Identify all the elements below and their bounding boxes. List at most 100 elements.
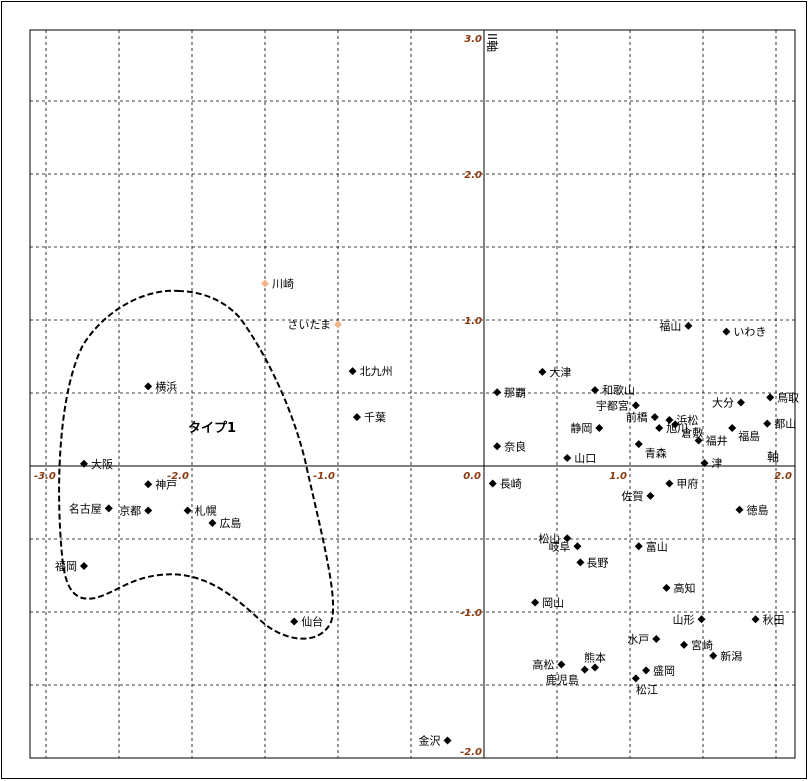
- data-point-仙台: 仙台: [290, 614, 323, 628]
- point-label: 和歌山: [602, 383, 635, 397]
- point-label: 高松: [532, 658, 554, 672]
- data-point-大津: 大津: [538, 365, 571, 379]
- point-label: 静岡: [570, 421, 592, 435]
- point-marker: [493, 388, 502, 397]
- x-tick-label: 0.0: [463, 471, 481, 482]
- point-marker: [573, 542, 582, 551]
- data-point-宮崎: 宮崎: [680, 638, 713, 652]
- y-axis-label: II軸: [485, 33, 499, 52]
- point-marker: [208, 518, 217, 527]
- point-marker: [671, 420, 680, 429]
- point-label: 札幌: [195, 504, 217, 518]
- data-point-徳島: 徳島: [735, 503, 769, 517]
- point-marker: [650, 413, 659, 422]
- point-label: 松江: [636, 682, 658, 696]
- data-point-新潟: 新潟: [709, 649, 742, 663]
- data-point-大分: 大分: [712, 395, 745, 409]
- point-label: 山形: [673, 613, 695, 626]
- data-point-熊本: 熊本: [584, 650, 606, 672]
- tick-labels: -3.0 -2.0 -1.0 0.0 1.0 2.0 3.0 2.0 1.0 -1.0 -2.0: [34, 34, 792, 758]
- x-tick-label: -2.0: [167, 471, 189, 482]
- point-marker: [665, 479, 674, 488]
- point-label: 福島: [738, 429, 760, 443]
- point-marker: [595, 424, 604, 433]
- point-label: 福岡: [55, 559, 77, 573]
- point-label: 千葉: [364, 410, 386, 424]
- point-marker: [348, 367, 357, 376]
- point-marker: [634, 440, 643, 449]
- point-marker: [735, 505, 744, 514]
- data-point-京都: 京都: [119, 504, 153, 518]
- point-marker: [680, 640, 689, 649]
- point-marker: [443, 736, 452, 745]
- point-marker: [631, 401, 640, 410]
- data-point-名古屋: 名古屋: [69, 501, 113, 515]
- point-marker: [662, 583, 671, 592]
- point-marker: [665, 416, 674, 425]
- point-marker: [736, 398, 745, 407]
- point-marker: [694, 436, 703, 445]
- point-marker: [652, 635, 661, 644]
- data-point-都山: 都山: [763, 418, 796, 431]
- point-marker: [580, 665, 589, 674]
- point-marker: [631, 674, 640, 683]
- data-point-和歌山: 和歌山: [590, 383, 635, 397]
- point-marker: [728, 424, 737, 433]
- point-marker: [763, 419, 772, 428]
- point-marker: [290, 617, 299, 626]
- point-label: 旭川: [666, 421, 688, 435]
- point-label: 北九州: [360, 365, 393, 378]
- data-point-甲府: 甲府: [665, 477, 698, 491]
- point-label: 大分: [712, 395, 734, 409]
- point-marker: [144, 480, 153, 489]
- point-marker: [488, 479, 497, 488]
- data-point-鳥取: 鳥取: [766, 390, 799, 404]
- point-label: 福山: [659, 319, 681, 333]
- data-point-津: 津: [700, 457, 722, 470]
- point-label: 浜松: [676, 413, 698, 427]
- point-marker: [79, 562, 88, 571]
- point-label: 宮崎: [691, 638, 713, 652]
- data-point-秋田: 秋田: [751, 612, 785, 626]
- point-label: 都山: [774, 418, 796, 431]
- point-marker: [642, 666, 651, 675]
- point-marker: [655, 424, 664, 433]
- point-label: 秋田: [763, 612, 785, 626]
- point-marker: [590, 663, 599, 672]
- point-marker: [183, 506, 192, 515]
- point-marker: [79, 459, 88, 468]
- data-point-福岡: 福岡: [55, 559, 88, 573]
- data-point-盛岡: 盛岡: [642, 663, 675, 677]
- point-marker: [590, 386, 599, 395]
- y-tick-label: 1.0: [464, 316, 482, 327]
- data-point-神戸: 神戸: [144, 477, 177, 491]
- data-point-山口: 山口: [563, 452, 596, 465]
- plot-frame: [29, 29, 796, 759]
- data-point-青森: 青森: [634, 440, 667, 460]
- y-tick-label: -2.0: [460, 747, 482, 758]
- point-marker: [352, 413, 361, 422]
- point-label: 新潟: [720, 649, 742, 663]
- point-marker: [766, 393, 775, 402]
- point-label: 奈良: [504, 439, 526, 453]
- point-marker: [646, 491, 655, 500]
- point-label: 高知: [674, 581, 696, 595]
- data-point-高知: 高知: [662, 581, 696, 595]
- point-marker: [634, 542, 643, 551]
- group-outline-type1: [58, 289, 335, 640]
- data-point-長崎: 長崎: [488, 477, 522, 491]
- point-marker: [538, 367, 547, 376]
- point-marker: [531, 598, 540, 607]
- data-point-川崎: 川崎: [261, 277, 294, 291]
- point-marker: [751, 615, 760, 624]
- point-marker: [722, 327, 731, 336]
- data-point-倉敷: 倉敷: [671, 420, 703, 439]
- point-label: 徳島: [747, 503, 769, 517]
- point-label: 山口: [574, 452, 596, 465]
- point-label: 名古屋: [69, 501, 102, 515]
- y-tick-label: 3.0: [464, 34, 482, 45]
- point-label: 横浜: [155, 379, 177, 393]
- point-marker: [104, 504, 113, 513]
